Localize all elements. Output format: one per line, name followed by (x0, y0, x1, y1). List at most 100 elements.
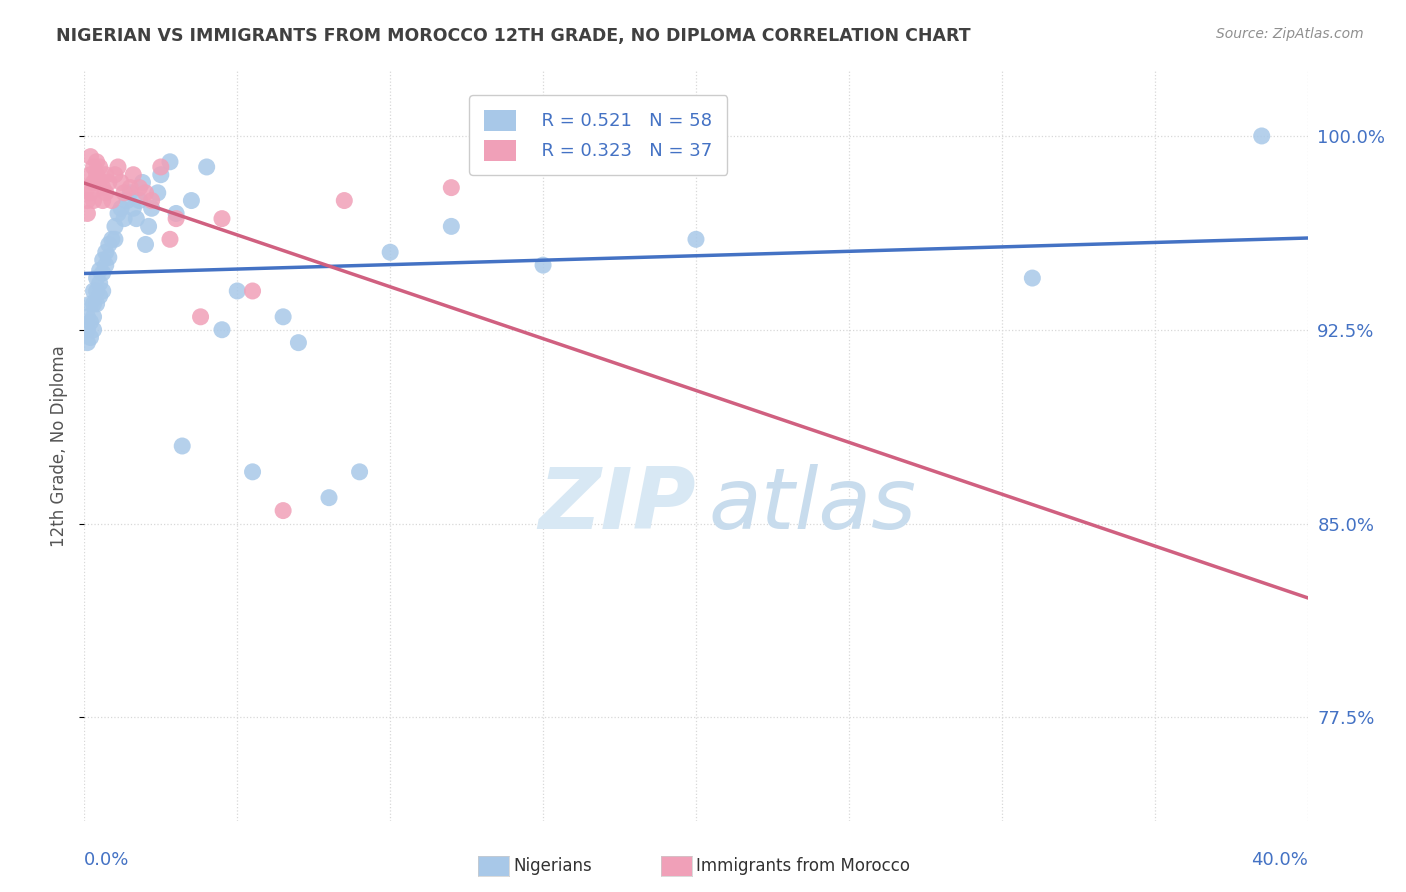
Point (165, 211, 187, 226)
Point (271, 503, 294, 517)
Point (104, 219, 127, 234)
Point (79, 168, 101, 182)
Point (115, 194, 138, 208)
Point (141, 194, 163, 208)
Point (94, 258, 117, 272)
Point (94, 168, 117, 182)
Point (83, 160, 105, 174)
Point (110, 176, 132, 190)
Point (107, 206, 129, 220)
Point (97, 237, 120, 252)
Y-axis label: 12th Grade, No Diploma: 12th Grade, No Diploma (51, 345, 69, 547)
Point (83, 176, 105, 190)
Point (120, 186, 142, 200)
Point (159, 154, 181, 169)
Point (91, 284, 114, 298)
Text: NIGERIAN VS IMMIGRANTS FROM MOROCCO 12TH GRADE, NO DIPLOMA CORRELATION CHART: NIGERIAN VS IMMIGRANTS FROM MOROCCO 12TH… (56, 27, 972, 45)
Point (125, 211, 148, 226)
Point (440, 219, 463, 234)
Point (165, 206, 187, 220)
Point (112, 211, 135, 226)
Point (149, 168, 172, 182)
Point (287, 335, 309, 350)
Point (83, 310, 105, 324)
Point (242, 284, 264, 298)
Point (1250, 128, 1272, 143)
Point (138, 219, 160, 234)
Text: 40.0%: 40.0% (1251, 851, 1308, 869)
Point (89, 173, 111, 187)
Point (141, 202, 163, 216)
Point (76, 206, 98, 220)
Point (79, 330, 101, 344)
Point (122, 168, 145, 182)
Point (135, 237, 157, 252)
Point (180, 194, 202, 208)
Point (83, 323, 105, 337)
Point (112, 186, 135, 200)
Point (531, 258, 554, 272)
Point (122, 202, 145, 216)
Point (91, 194, 114, 208)
Point (83, 297, 105, 311)
Point (97, 251, 120, 265)
Point (101, 232, 124, 246)
Point (91, 180, 114, 194)
Point (79, 315, 101, 329)
Point (86, 271, 108, 285)
Point (86, 154, 108, 169)
Point (76, 335, 98, 350)
Point (104, 168, 127, 182)
Point (226, 284, 249, 298)
Point (94, 186, 117, 200)
Point (76, 194, 98, 208)
Point (86, 297, 108, 311)
Text: Immigrants from Morocco: Immigrants from Morocco (696, 857, 910, 875)
Point (159, 232, 181, 246)
Point (76, 323, 98, 337)
Point (242, 465, 264, 479)
Point (79, 297, 101, 311)
Point (101, 194, 124, 208)
Point (76, 310, 98, 324)
Point (128, 194, 150, 208)
Point (195, 160, 218, 174)
Point (97, 176, 120, 190)
Point (110, 202, 132, 216)
Point (146, 186, 169, 200)
Legend:   R = 0.521   N = 58,   R = 0.323   N = 37: R = 0.521 N = 58, R = 0.323 N = 37 (470, 95, 727, 175)
Point (135, 186, 157, 200)
Point (83, 284, 105, 298)
Text: Nigerians: Nigerians (513, 857, 592, 875)
Point (128, 180, 150, 194)
Point (685, 232, 707, 246)
Point (89, 277, 111, 291)
Point (131, 176, 153, 190)
Point (211, 211, 233, 226)
Point (83, 194, 105, 208)
Point (104, 232, 127, 246)
Point (86, 168, 108, 182)
Point (172, 439, 194, 453)
Point (76, 180, 98, 194)
Point (89, 289, 111, 303)
Point (440, 180, 463, 194)
Point (380, 245, 402, 260)
Point (318, 491, 340, 505)
Point (107, 160, 129, 174)
Text: 0.0%: 0.0% (84, 851, 129, 869)
Point (120, 180, 142, 194)
Point (89, 160, 111, 174)
Text: ZIP: ZIP (538, 465, 696, 548)
Point (89, 263, 111, 277)
Text: Source: ZipAtlas.com: Source: ZipAtlas.com (1216, 27, 1364, 41)
Point (91, 266, 114, 280)
Point (190, 310, 212, 324)
Point (333, 194, 356, 208)
Text: atlas: atlas (709, 465, 917, 548)
Point (1021, 271, 1043, 285)
Point (149, 160, 172, 174)
Point (79, 150, 101, 164)
Point (211, 323, 233, 337)
Point (271, 310, 294, 324)
